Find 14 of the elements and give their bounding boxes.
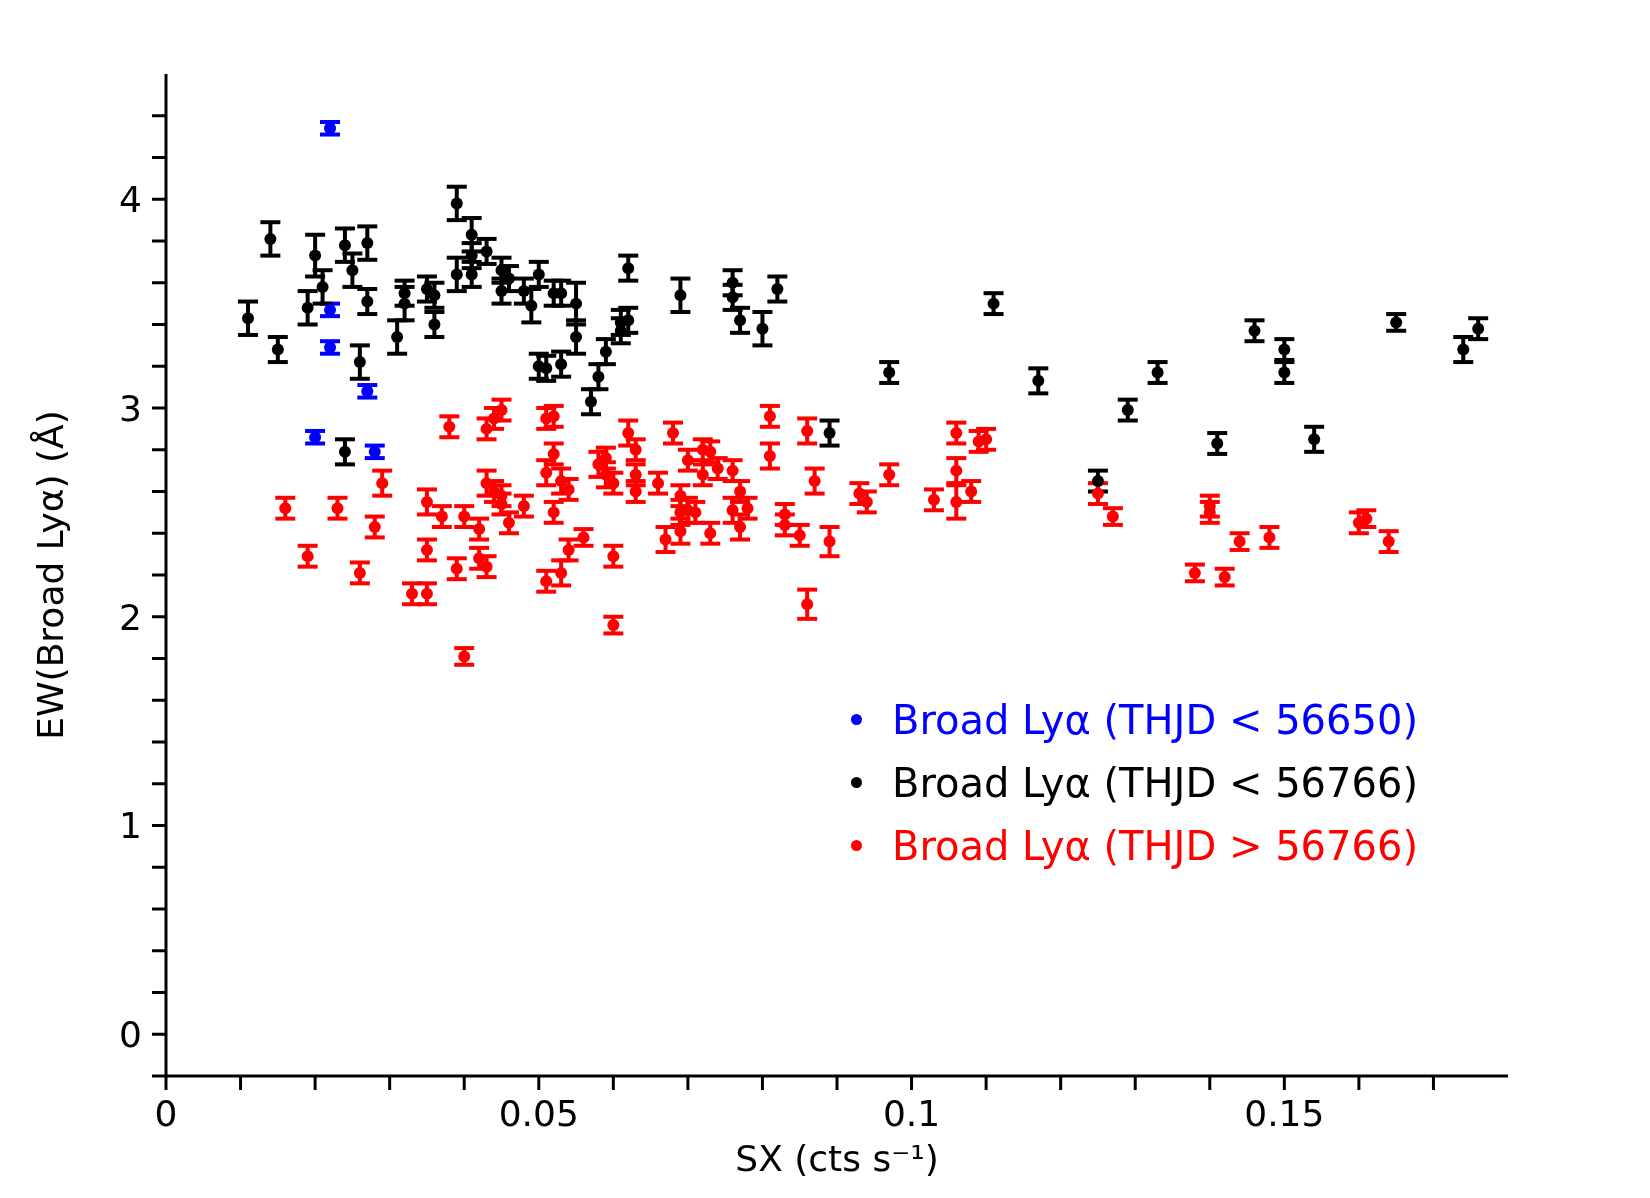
y-axis-title: EW(Broad Lyα) (Å) bbox=[29, 410, 71, 740]
x-tick-label: 0.05 bbox=[498, 1092, 579, 1134]
legend-label: Broad Lyα (THJD < 56650) bbox=[892, 696, 1418, 743]
y-tick-label: 4 bbox=[119, 179, 142, 221]
y-tick-label: 0 bbox=[119, 1014, 142, 1056]
y-tick-label: 3 bbox=[119, 387, 142, 429]
x-tick-label: 0.1 bbox=[882, 1092, 941, 1134]
legend-label: Broad Lyα (THJD > 56766) bbox=[892, 822, 1418, 869]
legend-label: Broad Lyα (THJD < 56766) bbox=[892, 759, 1418, 806]
y-tick-label: 2 bbox=[119, 596, 142, 638]
y-tick-label: 1 bbox=[119, 805, 142, 847]
x-tick-label: 0 bbox=[154, 1092, 178, 1134]
x-tick-label: 0.15 bbox=[1244, 1092, 1325, 1134]
x-axis-title: SX (cts s⁻¹) bbox=[734, 1138, 940, 1179]
